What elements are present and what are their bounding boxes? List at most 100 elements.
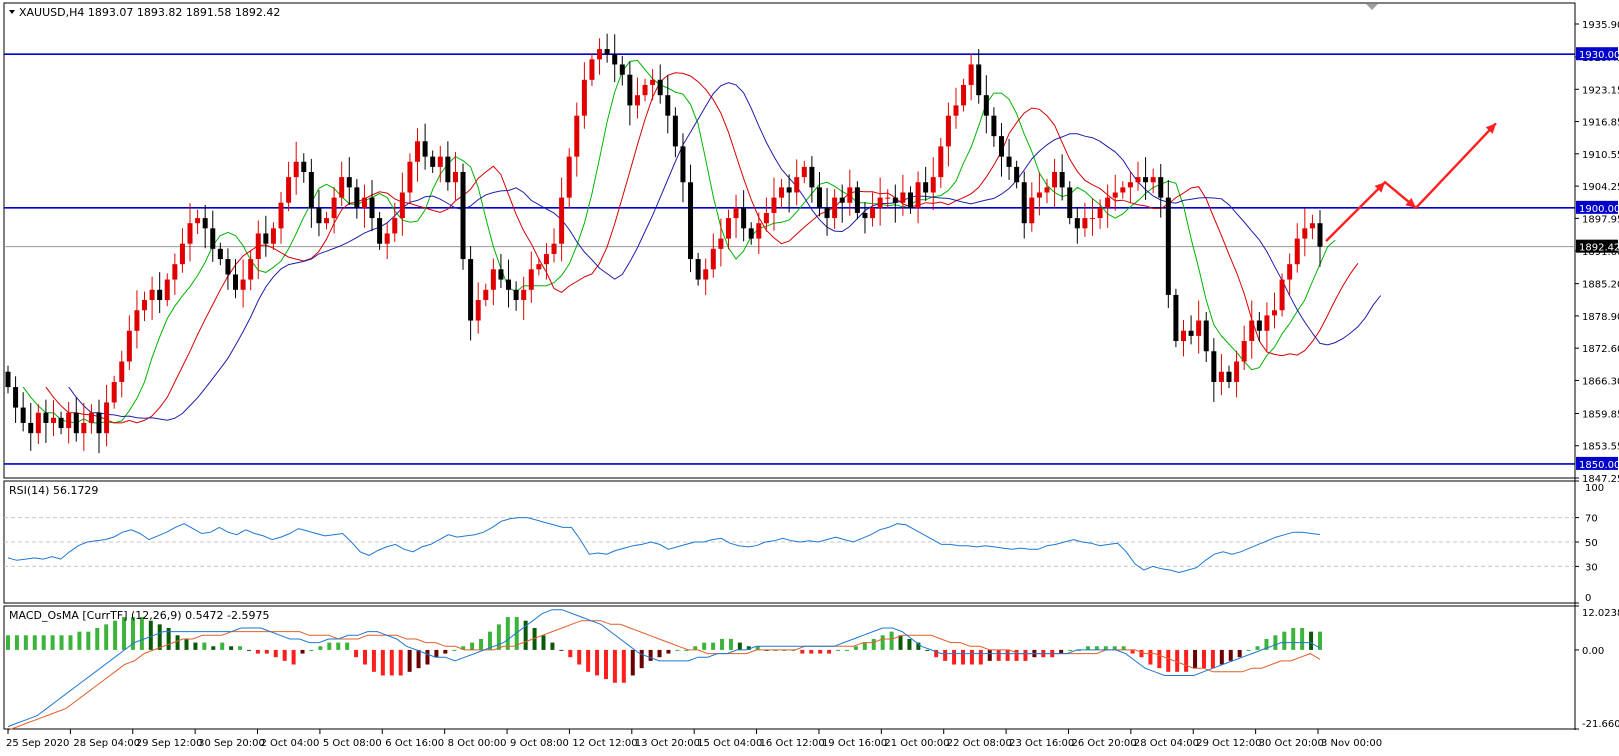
ma-mid-line bbox=[45, 72, 1359, 424]
osma-bar bbox=[389, 649, 394, 676]
osma-bar bbox=[675, 649, 680, 651]
price-tick-label: 1885.20 bbox=[1582, 280, 1619, 291]
osma-bar bbox=[746, 646, 751, 650]
candle-body bbox=[801, 166, 807, 178]
osma-bar bbox=[612, 649, 617, 683]
osma-bar bbox=[193, 642, 198, 650]
time-tick-label: 29 Oct 12:00 bbox=[1196, 738, 1261, 749]
candle-body bbox=[460, 172, 466, 260]
level-tag-0-text: 1930.00 bbox=[1579, 50, 1619, 61]
candle-body bbox=[877, 197, 883, 208]
osma-bar bbox=[764, 649, 769, 651]
osma-bar bbox=[255, 649, 260, 654]
candle-body bbox=[1006, 156, 1012, 167]
osma-bar bbox=[1148, 649, 1153, 665]
macd-tick-label: -21.6607 bbox=[1582, 719, 1619, 730]
osma-bar bbox=[104, 624, 109, 650]
rsi-tick-label: 0 bbox=[1585, 593, 1591, 604]
price-tick-label: 1916.85 bbox=[1582, 118, 1619, 129]
candle-body bbox=[149, 289, 155, 301]
osma-bar bbox=[550, 642, 555, 650]
candle-body bbox=[1173, 294, 1179, 342]
time-tick-label: 23 Oct 16:00 bbox=[1009, 738, 1074, 749]
candle-body bbox=[1120, 187, 1126, 193]
candle-body bbox=[885, 197, 891, 199]
osma-bar bbox=[514, 617, 519, 650]
osma-bar bbox=[202, 642, 207, 650]
rsi-tick-label: 100 bbox=[1585, 483, 1604, 494]
osma-bar bbox=[1068, 649, 1073, 651]
candle-body bbox=[1052, 172, 1058, 188]
time-tick-label: 25 Sep 2020 bbox=[6, 738, 69, 749]
osma-bar bbox=[86, 631, 91, 650]
osma-bar bbox=[532, 627, 537, 650]
candle-body bbox=[126, 330, 132, 362]
osma-bar bbox=[229, 646, 234, 650]
candle-body bbox=[809, 166, 815, 188]
level-tag-1 bbox=[1576, 200, 1618, 214]
macd-tick-label: 0.00 bbox=[1582, 646, 1604, 657]
candle-body bbox=[968, 64, 974, 85]
osma-bar bbox=[1228, 649, 1233, 661]
osma-bar bbox=[586, 649, 591, 672]
candle-body bbox=[430, 156, 436, 167]
osma-bar bbox=[630, 649, 635, 676]
osma-bar bbox=[1077, 649, 1082, 651]
candle-body bbox=[672, 115, 678, 147]
osma-bar bbox=[987, 649, 992, 661]
level-tag-0 bbox=[1576, 47, 1618, 61]
scroll-marker-icon[interactable] bbox=[1366, 4, 1378, 10]
osma-bar bbox=[684, 649, 689, 651]
osma-bar bbox=[1014, 649, 1019, 661]
osma-bar bbox=[398, 649, 403, 676]
candle-body bbox=[703, 269, 709, 280]
candle-body bbox=[225, 259, 231, 275]
price-tick-label: 1859.85 bbox=[1582, 409, 1619, 420]
osma-bar bbox=[470, 642, 475, 650]
osma-bar bbox=[1273, 635, 1278, 650]
candle-body bbox=[301, 161, 307, 173]
osma-bar bbox=[452, 649, 457, 651]
osma-bar bbox=[425, 649, 430, 665]
candle-body bbox=[1241, 341, 1247, 362]
price-axis: 1935.901929.451923.151916.851910.551904.… bbox=[1575, 20, 1619, 485]
candle-body bbox=[839, 197, 845, 203]
osma-bar bbox=[1237, 649, 1242, 658]
candle-body bbox=[915, 182, 921, 208]
candle-body bbox=[51, 417, 57, 423]
osma-bar bbox=[880, 635, 885, 650]
candle-body bbox=[756, 223, 762, 239]
candle-body bbox=[953, 105, 959, 116]
osma-bar bbox=[407, 649, 412, 672]
osma-bar bbox=[345, 642, 350, 650]
osma-bar bbox=[657, 649, 662, 658]
osma-bar bbox=[487, 631, 492, 650]
osma-bar bbox=[309, 649, 314, 651]
candle-body bbox=[832, 197, 838, 219]
candle-body bbox=[1074, 218, 1080, 229]
chevron-down-icon[interactable] bbox=[9, 10, 15, 14]
candle-body bbox=[1036, 192, 1042, 198]
time-tick-label: 8 Oct 00:00 bbox=[448, 738, 507, 749]
candle-body bbox=[1302, 228, 1308, 239]
price-tick-label: 1897.95 bbox=[1582, 214, 1619, 225]
osma-bar bbox=[95, 627, 100, 650]
candle-body bbox=[13, 387, 19, 408]
osma-bar bbox=[621, 649, 626, 683]
candle-body bbox=[1188, 330, 1194, 336]
time-tick-label: 9 Oct 08:00 bbox=[510, 738, 569, 749]
candle-body bbox=[5, 371, 11, 388]
candle-body bbox=[248, 259, 254, 280]
candle-body bbox=[202, 218, 208, 229]
candle-body bbox=[407, 161, 413, 193]
osma-bar bbox=[898, 635, 903, 650]
osma-bar bbox=[943, 649, 948, 661]
osma-bar bbox=[416, 649, 421, 669]
osma-bar bbox=[148, 620, 153, 650]
candle-body bbox=[521, 289, 527, 301]
candle-body bbox=[748, 228, 754, 239]
candle-body bbox=[1089, 218, 1095, 220]
candle-body bbox=[733, 207, 739, 219]
